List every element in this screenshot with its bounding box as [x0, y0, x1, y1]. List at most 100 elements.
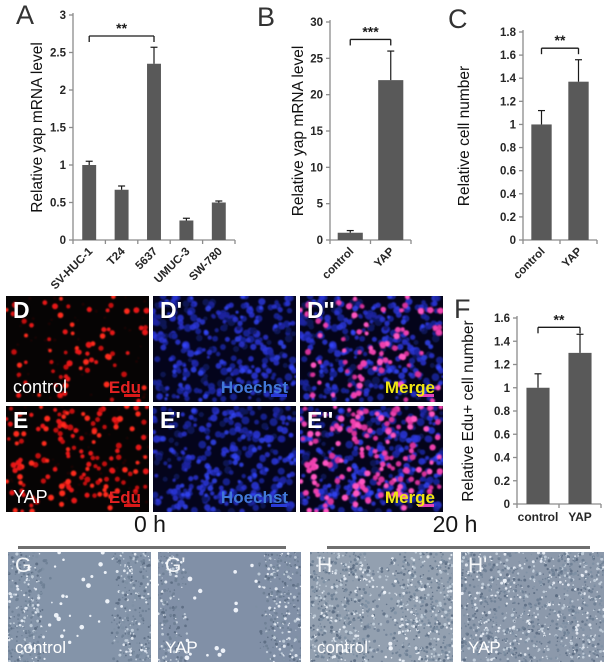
condition-label: YAP	[468, 638, 501, 657]
svg-text:0: 0	[317, 235, 323, 247]
svg-text:0: 0	[504, 499, 510, 511]
svg-text:1: 1	[60, 160, 67, 172]
svg-text:1: 1	[504, 383, 511, 395]
svg-text:1.5: 1.5	[50, 123, 67, 135]
micro-letter: D''	[307, 297, 335, 323]
svg-text:0.6: 0.6	[494, 429, 510, 441]
microscopy-row: D control Edu D' Hoechst D'' Merge E YAP…	[0, 296, 611, 542]
svg-text:SW-780: SW-780	[187, 246, 225, 284]
micro-letter: D'	[160, 297, 183, 323]
condition-label: YAP	[13, 487, 48, 507]
chart-row: A 0 0.5 1 1.5 2 2.5 3 SV-HUC-1 T24 5637 UMUC-3 SW-7…	[0, 0, 611, 295]
panel-letter-F: F	[454, 294, 471, 324]
svg-text:20: 20	[310, 90, 323, 102]
scratch-image-control-20h	[310, 552, 453, 662]
micro-panel-E2: E'' Merge	[300, 406, 443, 512]
micro-letter: E	[13, 407, 29, 433]
svg-text:T24: T24	[105, 245, 128, 268]
wound-panel-H: H control	[310, 552, 453, 662]
timepoint-20h-label: 20 h	[432, 511, 478, 537]
stain-label: Merge	[384, 488, 435, 507]
svg-text:**: **	[116, 20, 127, 36]
stain-label: Merge	[384, 378, 435, 397]
panel-F: F 0 0.2 0.4 0.6 0.8 1 1.2 1.4 1.6 control YAP ** Rel…	[452, 296, 611, 546]
svg-text:0.4: 0.4	[494, 453, 511, 465]
svg-text:control: control	[512, 246, 548, 282]
svg-text:2: 2	[60, 85, 66, 97]
condition-label: control	[317, 638, 369, 657]
hoechst-image-yap	[153, 406, 296, 512]
micro-panel-E1: E' Hoechst	[153, 406, 296, 512]
timepoint-0h-line	[18, 546, 286, 549]
svg-text:control: control	[518, 510, 559, 524]
svg-text:YAP: YAP	[372, 245, 397, 270]
svg-text:**: **	[555, 32, 566, 48]
svg-text:Relative yap mRNA level: Relative yap mRNA level	[29, 42, 46, 213]
svg-text:1.2: 1.2	[494, 360, 510, 372]
scratch-image-control-0h	[8, 552, 151, 662]
svg-text:SV-HUC-1: SV-HUC-1	[49, 245, 96, 292]
panel-letter-C: C	[448, 4, 468, 34]
svg-text:2.5: 2.5	[50, 48, 67, 60]
svg-text:0: 0	[510, 235, 516, 247]
svg-text:0.8: 0.8	[494, 406, 511, 418]
stain-label: Hoechst	[220, 378, 288, 397]
bar-chart-A: 0 0.5 1 1.5 2 2.5 3 SV-HUC-1 T24 5637UMUC-3SW-780…	[29, 10, 236, 292]
svg-text:1: 1	[510, 119, 517, 131]
svg-text:0.8: 0.8	[500, 143, 517, 155]
svg-text:0.4: 0.4	[500, 189, 517, 201]
svg-text:1.8: 1.8	[500, 27, 517, 39]
scratch-image-yap-20h	[461, 552, 604, 662]
svg-text:15: 15	[310, 126, 323, 138]
micro-letter: E'	[160, 407, 181, 433]
svg-text:0: 0	[60, 235, 66, 247]
condition-label: control	[15, 638, 67, 657]
condition-label: YAP	[165, 638, 198, 657]
panel-C: C 0 0.2 0.4 0.6 0.8 1 1.2 1.4 1.6 1.8 control YAP **…	[425, 0, 611, 295]
svg-text:1.4: 1.4	[494, 336, 511, 348]
svg-text:***: ***	[362, 23, 379, 39]
svg-text:25: 25	[310, 53, 323, 65]
panel-letter-B: B	[257, 2, 276, 32]
wound-letter: H'	[468, 554, 488, 577]
bar-chart-B: 0 5 10 15 20 25 30 control YAP *** Relative yap mR…	[290, 17, 412, 282]
svg-text:control: control	[320, 246, 356, 282]
svg-text:0.2: 0.2	[494, 476, 510, 488]
svg-text:Relative cell number: Relative cell number	[456, 66, 473, 206]
svg-text:1.6: 1.6	[500, 50, 516, 62]
merge-image-yap	[300, 406, 443, 512]
micro-panel-E: E YAP Edu	[6, 406, 149, 512]
wound-letter: G	[15, 554, 32, 577]
edu-image-control	[6, 296, 149, 402]
micro-letter: D	[13, 297, 30, 323]
svg-text:0.5: 0.5	[50, 198, 67, 210]
stain-label: Hoechst	[220, 488, 288, 507]
svg-text:0.2: 0.2	[500, 212, 516, 224]
wound-panel-G: G control	[8, 552, 151, 662]
timepoint-headers: 0 h 20 h	[0, 511, 611, 551]
svg-text:Relative Edu+ cell number: Relative Edu+ cell number	[460, 320, 477, 501]
wound-panel-H1: H' YAP	[461, 552, 604, 662]
svg-text:UMUC-3: UMUC-3	[152, 246, 192, 286]
micro-panel-D: D control Edu	[6, 296, 149, 402]
svg-text:5: 5	[317, 199, 324, 211]
merge-image-control	[300, 296, 443, 402]
condition-label: control	[13, 377, 68, 397]
svg-text:10: 10	[310, 162, 323, 174]
edu-image-yap	[6, 406, 149, 512]
bar-chart-C: 0 0.2 0.4 0.6 0.8 1 1.2 1.4 1.6 1.8 control YAP ** Re…	[456, 27, 598, 282]
stain-label: Edu	[108, 488, 141, 507]
svg-text:Relative yap mRNA level: Relative yap mRNA level	[290, 46, 307, 217]
scratch-assay-row: G control G' YAP H control H' YAP	[0, 552, 611, 662]
svg-text:**: **	[554, 311, 565, 327]
svg-text:1.2: 1.2	[500, 96, 516, 108]
svg-text:3: 3	[60, 10, 66, 22]
microscopy-grid: D control Edu D' Hoechst D'' Merge E YAP…	[6, 296, 443, 512]
wound-letter: G'	[165, 554, 186, 577]
panel-B: B 0 5 10 15 20 25 30 control YAP *** Relative yap …	[255, 0, 425, 295]
panel-A: A 0 0.5 1 1.5 2 2.5 3 SV-HUC-1 T24 5637 UMUC-3 SW-7…	[0, 0, 255, 295]
wound-panel-G1: G' YAP	[158, 552, 301, 662]
wound-letter: H	[317, 554, 333, 577]
timepoint-20h-line	[327, 546, 590, 549]
scratch-image-yap-0h	[158, 552, 301, 662]
